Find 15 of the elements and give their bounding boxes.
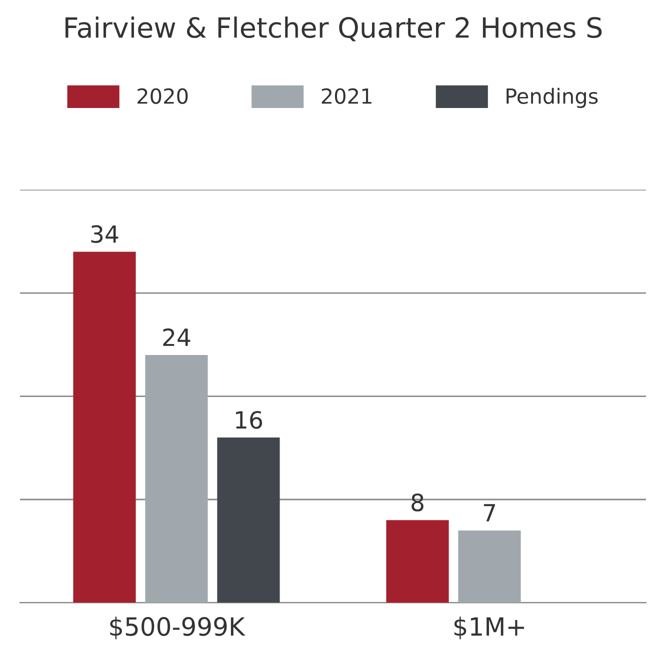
data-label: 16 (236, 410, 262, 429)
data-label: 7 (484, 504, 496, 522)
bar (217, 438, 280, 603)
legend-label: 2020 (138, 88, 188, 104)
bar (386, 520, 449, 603)
data-label: 24 (163, 328, 190, 346)
bar (458, 530, 521, 603)
x-tick-label: $500-999K (110, 616, 246, 640)
bar (145, 354, 208, 603)
legend-label: 2021 (322, 88, 372, 104)
chart-title: Fairview & Fletcher Quarter 2 Homes S (66, 16, 602, 42)
legend-label: Pendings (506, 88, 598, 108)
data-label: 34 (91, 225, 118, 244)
x-tick-label: $1M+ (454, 616, 524, 640)
bar (73, 252, 136, 603)
